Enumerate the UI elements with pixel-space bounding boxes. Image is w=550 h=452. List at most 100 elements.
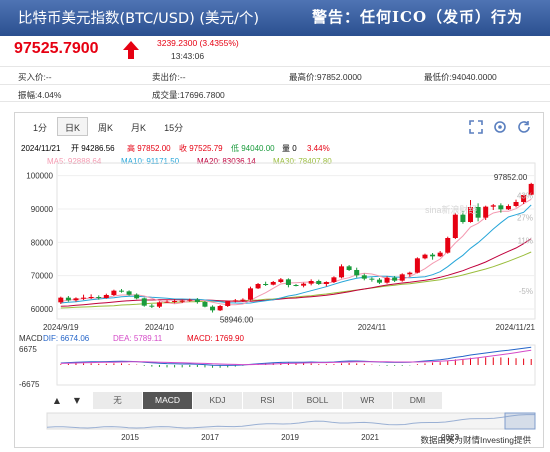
indicator-boll[interactable]: BOLL [293, 392, 343, 409]
ma30-label: MA30: 78407.80 [273, 157, 332, 166]
candle-body [187, 299, 193, 301]
indicator-kdj[interactable]: KDJ [193, 392, 243, 409]
refresh-icon[interactable] [517, 119, 531, 133]
navigator-handle [504, 412, 536, 430]
candle-body [483, 206, 489, 218]
warning-banner: 警告：任何ICO（发币）行为 [312, 8, 524, 26]
settings-icon[interactable] [493, 119, 507, 133]
candle-body [179, 300, 185, 302]
range-navigator[interactable]: 2015 2017 2019 2021 2023 [46, 412, 536, 442]
price-change: 3239.2300 (3.4355%) [157, 38, 239, 48]
x-tick-label: 2024/9/19 [43, 323, 79, 332]
macd-dea: DEA: 5789.11 [113, 334, 163, 343]
max-annotation: 97852.00 [494, 173, 528, 182]
y-tick-label: 100000 [26, 172, 53, 181]
ask-price: 卖出价:-- [152, 72, 186, 82]
candle-body [392, 277, 398, 281]
stats-row: 振幅:4.04% 成交量:17696.7800 [0, 84, 550, 102]
candle-body [498, 205, 504, 210]
scroll-buttons: ▲ ▼ [47, 392, 91, 409]
candle-body [88, 297, 94, 298]
macd-bottom-label: -6675 [19, 380, 40, 389]
candle-body [339, 266, 345, 278]
candle-body [369, 278, 375, 280]
tab-1min[interactable]: 1分 [33, 123, 48, 133]
scroll-down-button[interactable]: ▼ [73, 396, 81, 405]
candle-body [490, 205, 496, 207]
ohlc-date: 2024/11/21 [21, 144, 61, 153]
candlestick-chart: 2024/11/21 开 94286.56 高 97852.00 收 97525… [19, 143, 536, 442]
fullscreen-icon[interactable] [469, 119, 483, 134]
candle-body [521, 195, 527, 202]
ohlc-high: 高 97852.00 [127, 143, 171, 153]
candle-body [384, 277, 390, 283]
candle-body [445, 238, 451, 253]
candle-body [194, 299, 200, 302]
dea-line [60, 349, 532, 366]
amplitude: 振幅:4.04% [18, 90, 62, 100]
candle-body [240, 299, 246, 301]
candle-body [346, 266, 352, 270]
pct-tick-label: 43% [517, 191, 533, 200]
candle-body [331, 277, 337, 282]
indicator-none[interactable]: 无 [93, 392, 143, 409]
candle-body [263, 284, 269, 285]
period-tabs: 1分 日K 周K 月K 15分 [25, 117, 193, 137]
candle-body [232, 300, 238, 302]
candles [58, 182, 534, 313]
candle-body [210, 306, 216, 311]
ma20-label: MA20: 83036.14 [197, 157, 256, 166]
tab-monthly[interactable]: 月K [131, 123, 147, 133]
pct-tick-label: -5% [519, 287, 533, 296]
candle-body [255, 284, 261, 289]
up-arrow-icon [123, 41, 139, 59]
candle-body [414, 258, 420, 273]
indicator-dmi[interactable]: DMI [393, 392, 443, 409]
ohlc-volume: 量 0 [282, 144, 297, 153]
candle-body [316, 281, 322, 284]
tab-daily[interactable]: 日K [57, 117, 89, 136]
candle-body [505, 206, 511, 210]
candle-body [58, 297, 64, 303]
chart-tools [469, 119, 531, 134]
navigator-line [46, 414, 535, 429]
macd-top-label: 6675 [19, 345, 37, 354]
candle-body [475, 207, 481, 218]
page-title: 比特币美元指数(BTC/USD) (美元/个) [18, 11, 260, 27]
ma5-label: MA5: 92888.64 [47, 157, 102, 166]
tab-15min[interactable]: 15分 [164, 123, 184, 133]
navigator-year-label: 2017 [201, 433, 219, 442]
watermark: sina新浪财经 [425, 204, 478, 215]
navigator-year-label: 2021 [361, 433, 379, 442]
ma10-line [60, 204, 532, 304]
ohlc-close: 收 97525.79 [179, 143, 223, 153]
candle-body [73, 298, 79, 301]
tab-weekly[interactable]: 周K [98, 123, 114, 133]
candle-body [81, 297, 87, 299]
candle-body [460, 214, 466, 222]
candle-body [202, 302, 208, 307]
chart-panel: 1分 日K 周K 月K 15分 2024/11/21 开 94286.56 高 … [14, 112, 544, 448]
navigator-year-label: 2019 [281, 433, 299, 442]
plot-frame [56, 162, 536, 320]
x-tick-label: 2024/10 [145, 323, 174, 332]
ohlc-low: 低 94040.00 [231, 143, 275, 153]
volume: 成交量:17696.7800 [152, 90, 225, 100]
indicator-macd[interactable]: MACD [143, 392, 193, 409]
candle-body [118, 290, 124, 292]
scroll-up-button[interactable]: ▲ [53, 396, 61, 405]
candle-body [111, 290, 117, 295]
macd-dif: DIF: 6674.06 [43, 334, 90, 343]
candle-body [376, 279, 382, 283]
candle-body [430, 254, 436, 257]
indicator-wr[interactable]: WR [343, 392, 393, 409]
stats-row: 买入价:-- 卖出价:-- 最高价:97852.0000 最低价:94040.0… [0, 66, 550, 84]
candle-body [126, 291, 132, 295]
candle-body [399, 274, 405, 281]
indicator-rsi[interactable]: RSI [243, 392, 293, 409]
candle-body [247, 288, 253, 300]
candle-body [308, 281, 314, 284]
candle-body [217, 306, 223, 311]
ma-legend: MA5: 92888.64 MA10: 91171.50 MA20: 83036… [47, 157, 332, 166]
x-tick-label: 2024/11 [358, 323, 387, 332]
